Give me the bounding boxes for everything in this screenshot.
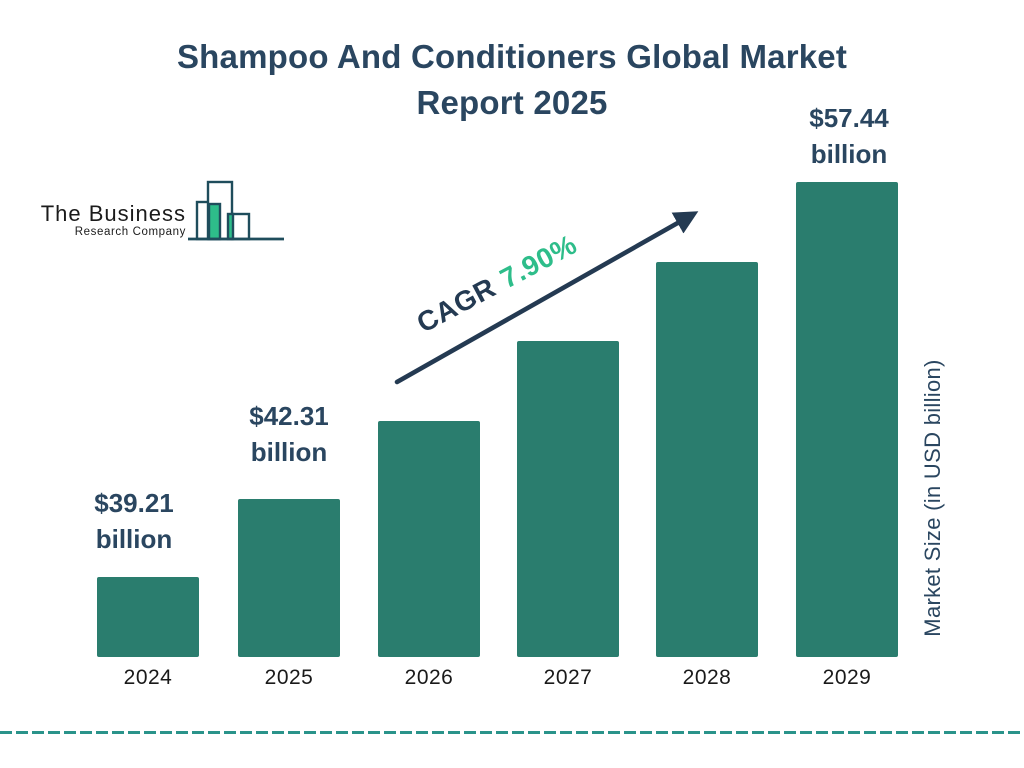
page-title-line-2: Report 2025 bbox=[416, 84, 608, 121]
x-tick-2028: 2028 bbox=[682, 666, 732, 689]
value-label-line: $39.21 bbox=[94, 488, 174, 518]
y-axis-title: Market Size (in USD billion) bbox=[920, 359, 945, 637]
value-label-2029: $57.44 billion bbox=[739, 100, 959, 172]
x-tick-2024: 2024 bbox=[123, 666, 173, 689]
page-title-line-1: Shampoo And Conditioners Global Market bbox=[176, 38, 848, 75]
company-subtitle: Research Company bbox=[74, 226, 186, 238]
value-label-line: $57.44 bbox=[809, 103, 889, 133]
company-logo: The Business Research Company bbox=[41, 177, 291, 247]
bar-2025 bbox=[238, 499, 340, 657]
bottom-dashed-divider bbox=[0, 731, 1024, 734]
x-tick-2027: 2027 bbox=[543, 666, 593, 689]
value-label-line: billion bbox=[810, 139, 888, 169]
value-label-2024: $39.21 billion bbox=[24, 485, 244, 557]
value-label-line: billion bbox=[95, 524, 173, 554]
value-label-2025: $42.31 billion bbox=[179, 398, 399, 470]
company-logo-text: The Business Research Company bbox=[31, 202, 186, 239]
x-tick-2029: 2029 bbox=[822, 666, 872, 689]
cagr-arrow bbox=[394, 211, 699, 385]
bar-2027 bbox=[517, 341, 619, 657]
x-tick-2025: 2025 bbox=[264, 666, 314, 689]
bar-chart-logo-icon bbox=[188, 180, 284, 241]
company-name: The Business bbox=[40, 201, 186, 226]
page-title: Shampoo And Conditioners Global Market R… bbox=[0, 34, 1024, 126]
value-label-line: billion bbox=[250, 437, 328, 467]
bar-2024 bbox=[97, 577, 199, 657]
bar-2026 bbox=[378, 421, 480, 657]
x-tick-2026: 2026 bbox=[404, 666, 454, 689]
bar-2029 bbox=[796, 182, 898, 657]
value-label-line: $42.31 bbox=[249, 401, 329, 431]
bar-2028 bbox=[656, 262, 758, 657]
